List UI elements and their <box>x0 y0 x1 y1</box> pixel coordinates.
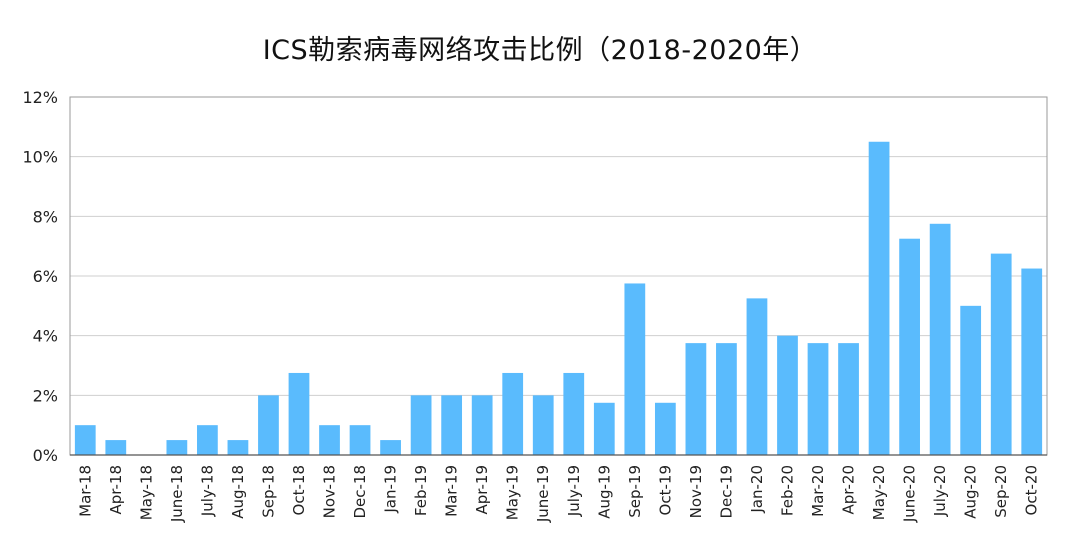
x-tick-label: Feb-20 <box>778 465 796 516</box>
x-tick-label: Nov-18 <box>321 465 339 518</box>
x-tick-label: May-19 <box>504 465 522 520</box>
x-tick-label: May-18 <box>137 465 155 520</box>
bar <box>593 402 615 455</box>
bar <box>654 402 676 455</box>
x-tick-label: Sep-18 <box>259 465 277 518</box>
x-tick-label: Dec-18 <box>351 465 369 519</box>
bar <box>624 283 646 455</box>
x-tick-label: July-18 <box>198 465 216 517</box>
x-tick-label: June-19 <box>534 465 552 523</box>
y-tick-label: 6% <box>33 267 58 286</box>
bar <box>990 253 1012 455</box>
bar <box>777 335 798 455</box>
x-tick-label: Mar-19 <box>443 465 461 517</box>
y-tick-label: 10% <box>22 148 58 167</box>
bar <box>410 395 432 455</box>
x-tick-label: Apr-19 <box>473 465 491 515</box>
bar <box>74 425 96 455</box>
bar <box>502 372 524 455</box>
x-tick-label: Oct-18 <box>290 465 308 515</box>
y-tick-label: 4% <box>33 327 58 346</box>
x-tick-label: May-20 <box>870 465 888 520</box>
bar <box>349 425 371 455</box>
bar <box>746 298 768 455</box>
bar <box>685 343 707 455</box>
bar <box>166 440 188 455</box>
x-tick-label: Aug-18 <box>229 465 247 519</box>
x-tick-label: Feb-19 <box>412 465 430 516</box>
bar <box>1021 268 1043 455</box>
x-tick-label: June-20 <box>901 465 919 523</box>
y-tick-label: 0% <box>33 446 58 465</box>
bar <box>838 343 859 455</box>
x-tick-label: Jan-19 <box>382 465 400 514</box>
bar <box>532 395 554 455</box>
bar <box>716 343 737 455</box>
x-tick-label: Dec-19 <box>717 465 735 519</box>
x-tick-label: Sep-20 <box>992 465 1010 518</box>
x-tick-label: Aug-20 <box>962 465 980 519</box>
bar <box>441 395 463 455</box>
x-tick-label: Sep-19 <box>626 465 644 518</box>
x-tick-label: Aug-19 <box>595 465 613 519</box>
bar <box>807 343 829 455</box>
bar <box>258 395 279 455</box>
bar <box>563 372 585 455</box>
chart-title: ICS勒索病毒网络攻击比例（2018-2020年） <box>262 35 818 66</box>
bar <box>868 141 890 455</box>
x-tick-label: Nov-19 <box>687 465 705 518</box>
x-tick-label: July-20 <box>931 465 949 517</box>
bar <box>105 440 127 455</box>
bar <box>929 223 951 455</box>
x-tick-label: Mar-20 <box>809 465 827 517</box>
bar <box>288 372 310 455</box>
x-tick-label: Apr-18 <box>107 465 125 515</box>
bar <box>960 305 982 455</box>
bar <box>197 425 218 455</box>
axes <box>69 96 1048 456</box>
bar <box>319 425 340 455</box>
x-tick-label: Mar-18 <box>76 465 94 517</box>
y-tick-label: 8% <box>33 207 58 226</box>
bar <box>380 440 401 455</box>
y-tick-label: 2% <box>33 386 58 405</box>
y-tick-label: 12% <box>22 88 58 107</box>
bar <box>227 440 249 455</box>
x-tick-label: July-19 <box>565 465 583 517</box>
bar <box>899 238 920 455</box>
bar <box>471 395 493 455</box>
axis-labels: 0% 2% 4% 6% 8% 10% 12% Mar-18 Apr-18 May-18 June-1… <box>22 88 1040 523</box>
x-tick-label: Jan-20 <box>748 465 766 514</box>
bars <box>74 141 1043 455</box>
x-tick-label: Oct-19 <box>656 465 674 515</box>
x-tick-label: Oct-20 <box>1023 465 1041 515</box>
x-tick-label: Apr-20 <box>840 465 858 515</box>
x-tick-label: June-18 <box>168 465 186 523</box>
